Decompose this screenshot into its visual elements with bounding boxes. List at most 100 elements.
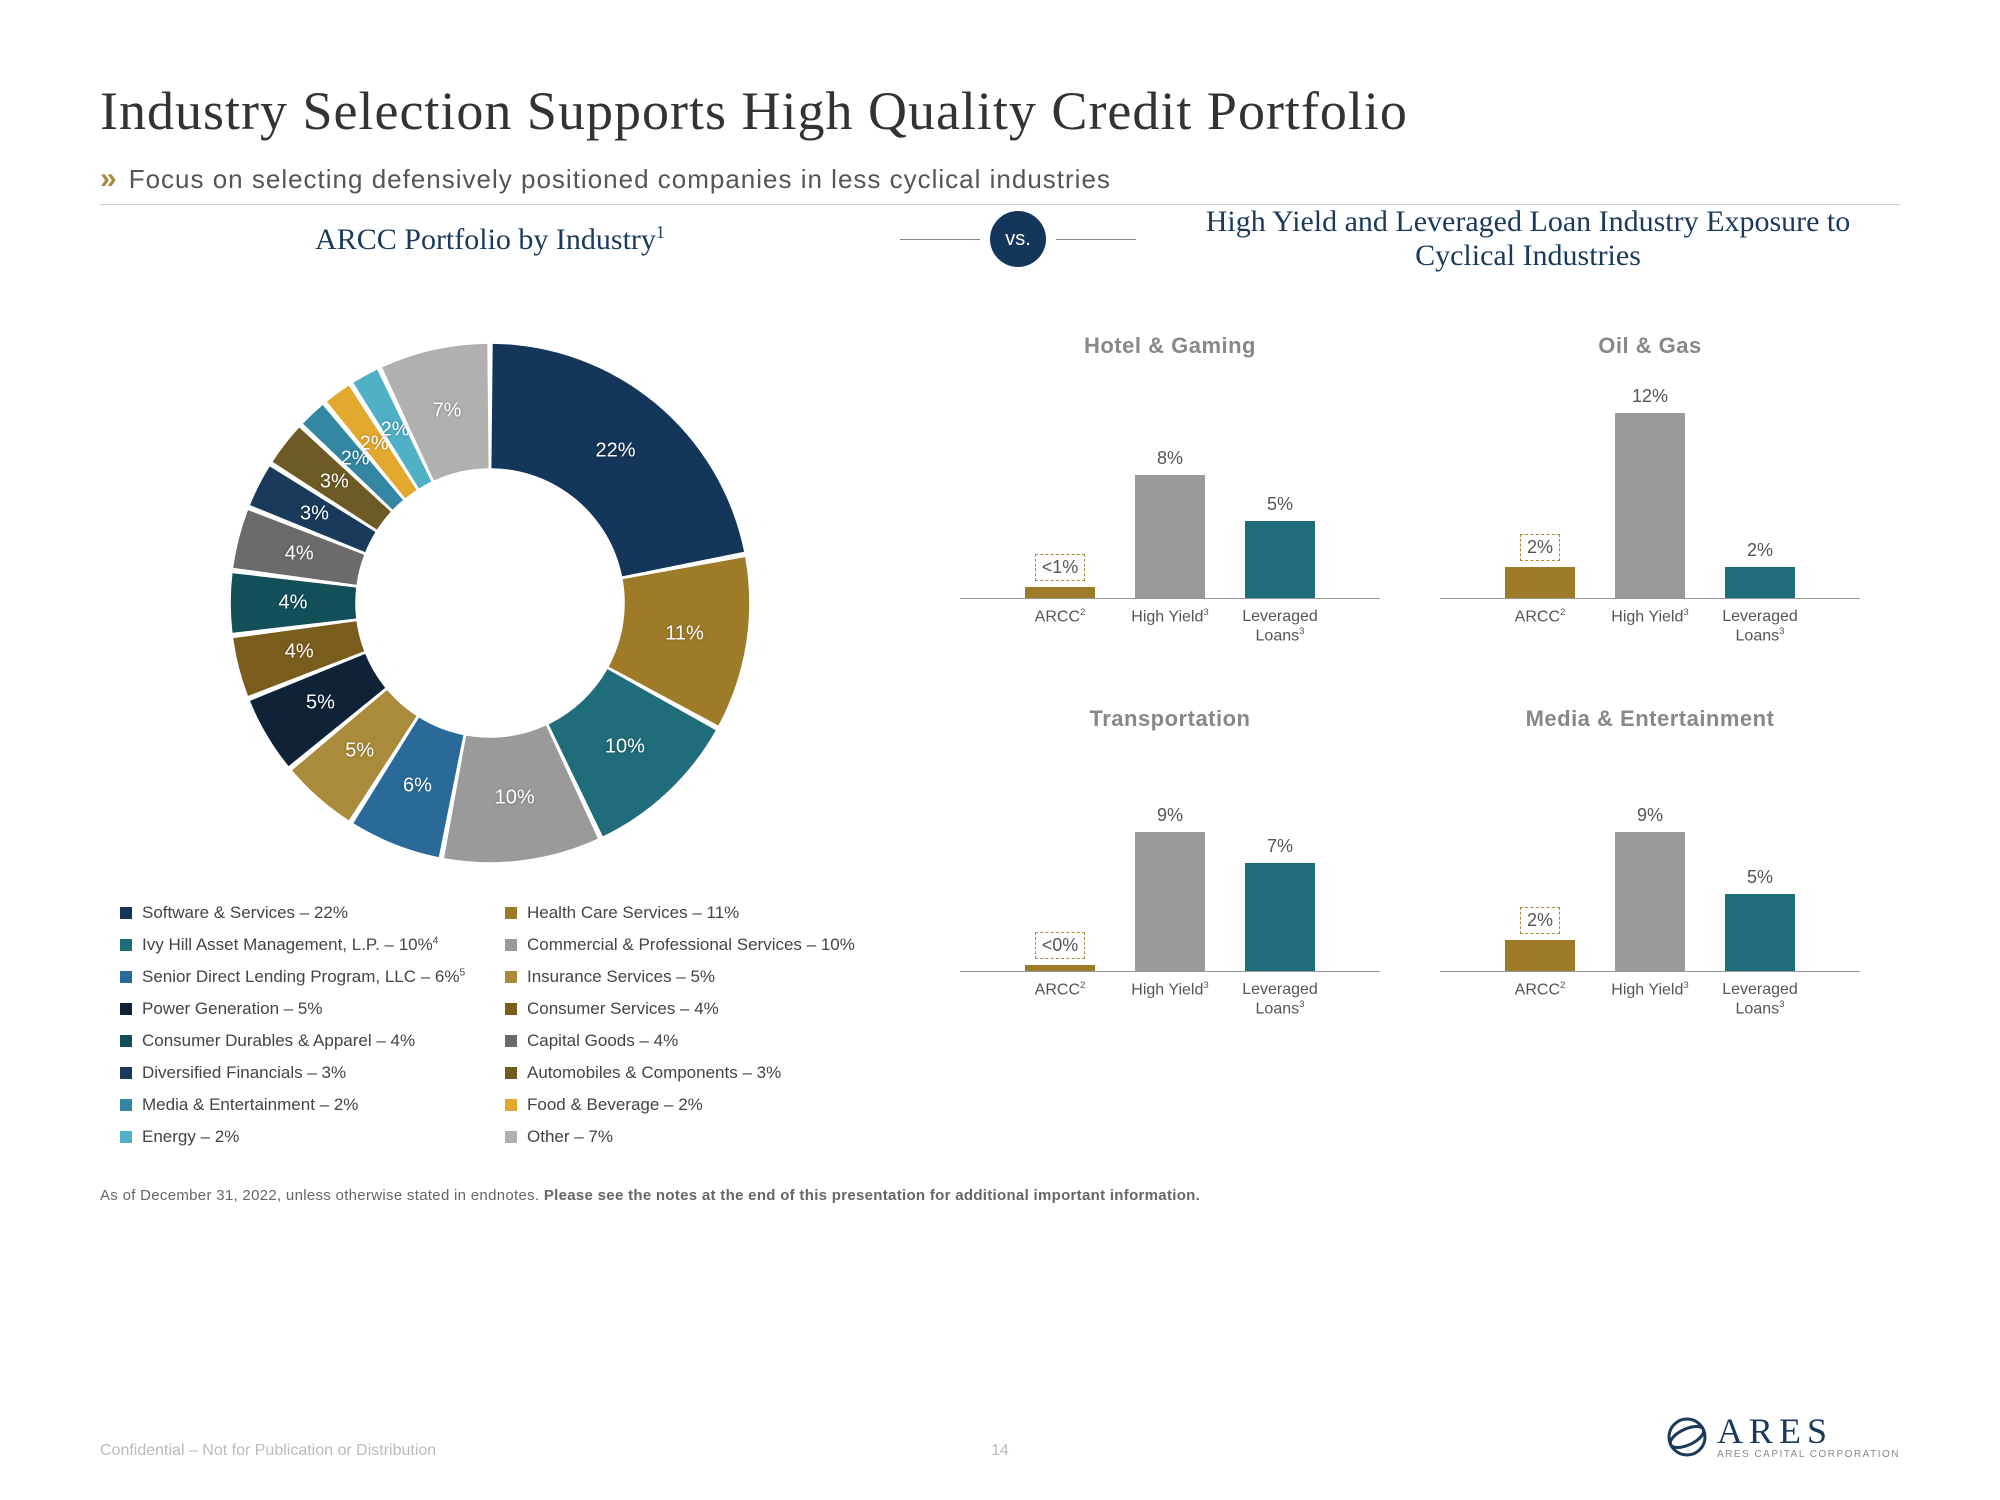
bar-column: 2% xyxy=(1715,540,1805,598)
bar-value-label: 5% xyxy=(1747,867,1773,888)
legend-swatch xyxy=(120,1035,132,1047)
footer: Confidential – Not for Publication or Di… xyxy=(100,1413,1900,1460)
legend-swatch xyxy=(505,1035,517,1047)
donut-slice-label: 10% xyxy=(605,735,645,758)
legend-item: Health Care Services – 11% xyxy=(505,903,860,923)
legend-label: Food & Beverage – 2% xyxy=(527,1095,703,1115)
donut-slice-label: 5% xyxy=(345,739,374,762)
bar-column: 5% xyxy=(1715,867,1805,971)
donut-slice-label: 4% xyxy=(285,543,314,566)
vs-divider: vs. xyxy=(900,211,1136,267)
bar-column: 5% xyxy=(1235,494,1325,598)
bar-rect xyxy=(1505,567,1575,598)
logo-subtext: ARES CAPITAL CORPORATION xyxy=(1717,1449,1900,1460)
bar-column: 2% xyxy=(1495,534,1585,598)
legend-label: Capital Goods – 4% xyxy=(527,1031,678,1051)
bar-rect xyxy=(1025,587,1095,598)
legend-item: Power Generation – 5% xyxy=(120,999,475,1019)
legend-label: Other – 7% xyxy=(527,1127,613,1147)
legend-swatch xyxy=(120,939,132,951)
bar-categories: ARCC2High Yield3Leveraged Loans3 xyxy=(960,972,1380,1019)
bar-column: <0% xyxy=(1015,932,1105,971)
bar-categories: ARCC2High Yield3Leveraged Loans3 xyxy=(960,599,1380,646)
bar-value-label: 9% xyxy=(1637,805,1663,826)
legend-item: Senior Direct Lending Program, LLC – 6%5 xyxy=(120,967,475,987)
legend-swatch xyxy=(120,907,132,919)
bar-value-label: 12% xyxy=(1632,386,1668,407)
bar-column: 2% xyxy=(1495,907,1585,971)
logo-icon xyxy=(1665,1415,1709,1459)
confidential-text: Confidential – Not for Publication or Di… xyxy=(100,1442,436,1460)
bar-area: <1%8%5% xyxy=(960,379,1380,599)
bar-value-label: <0% xyxy=(1035,932,1086,959)
bar-rect xyxy=(1725,567,1795,598)
donut-slice-label: 10% xyxy=(495,787,535,810)
legend-label: Health Care Services – 11% xyxy=(527,903,739,923)
bar-column: 9% xyxy=(1605,805,1695,970)
left-section-title: ARCC Portfolio by Industry1 xyxy=(100,222,880,257)
donut-slice-label: 6% xyxy=(403,775,432,798)
bar-chart: Transportation <0% 9% 7% ARCC2High Yield3Lev… xyxy=(960,706,1380,1019)
bar-value-label: 8% xyxy=(1157,448,1183,469)
bar-value-label: 2% xyxy=(1520,534,1560,561)
legend-swatch xyxy=(120,1131,132,1143)
donut-slice-label: 22% xyxy=(596,440,636,463)
legend-label: Media & Entertainment – 2% xyxy=(142,1095,358,1115)
bar-value-label: 7% xyxy=(1267,836,1293,857)
bar-rect xyxy=(1615,413,1685,598)
bar-rect xyxy=(1135,475,1205,598)
legend-swatch xyxy=(120,1067,132,1079)
legend-item: Automobiles & Components – 3% xyxy=(505,1063,860,1083)
bar-categories: ARCC2High Yield3Leveraged Loans3 xyxy=(1440,972,1860,1019)
legend-label: Power Generation – 5% xyxy=(142,999,323,1019)
bar-chart: Hotel & Gaming<1%8%5%ARCC2High Yield3Lev… xyxy=(960,333,1380,646)
chevron-icon: » xyxy=(100,162,109,196)
legend-label: Commercial & Professional Services – 10% xyxy=(527,935,855,955)
legend-item: Insurance Services – 5% xyxy=(505,967,860,987)
legend-item: Food & Beverage – 2% xyxy=(505,1095,860,1115)
subtitle-row: » Focus on selecting defensively positio… xyxy=(100,162,1900,205)
footnote: As of December 31, 2022, unless otherwis… xyxy=(100,1187,1900,1204)
bar-chart-title: Transportation xyxy=(960,706,1380,732)
bar-value-label: 5% xyxy=(1267,494,1293,515)
donut-slice-label: 4% xyxy=(285,640,314,663)
donut-slice-label: 5% xyxy=(306,692,335,715)
bar-value-label: 9% xyxy=(1157,805,1183,826)
legend-swatch xyxy=(505,1131,517,1143)
bar-value-label: 2% xyxy=(1520,907,1560,934)
legend-item: Consumer Durables & Apparel – 4% xyxy=(120,1031,475,1051)
legend-swatch xyxy=(120,971,132,983)
bar-rect xyxy=(1245,863,1315,971)
legend-swatch xyxy=(505,1003,517,1015)
donut-slice-label: 11% xyxy=(665,622,704,645)
bar-value-label: 2% xyxy=(1747,540,1773,561)
legend-label: Ivy Hill Asset Management, L.P. – 10%4 xyxy=(142,935,438,955)
bar-rect xyxy=(1725,894,1795,971)
subtitle: Focus on selecting defensively positione… xyxy=(129,164,1111,195)
right-section-title: High Yield and Leveraged Loan Industry E… xyxy=(1156,205,1900,273)
legend-item: Software & Services – 22% xyxy=(120,903,475,923)
bar-chart-title: Oil & Gas xyxy=(1440,333,1860,359)
bar-rect xyxy=(1245,521,1315,598)
section-titles: ARCC Portfolio by Industry1 vs. High Yie… xyxy=(100,205,1900,273)
legend-swatch xyxy=(120,1003,132,1015)
bar-chart: Media & Entertainment2%9%5%ARCC2High Yie… xyxy=(1440,706,1860,1019)
legend-item: Ivy Hill Asset Management, L.P. – 10%4 xyxy=(120,935,475,955)
bar-chart-title: Hotel & Gaming xyxy=(960,333,1380,359)
legend: Software & Services – 22% Health Care Ser… xyxy=(100,903,880,1147)
bar-rect xyxy=(1505,940,1575,971)
page-number: 14 xyxy=(991,1442,1009,1460)
bar-area: 2% 9% 5% xyxy=(1440,752,1860,972)
bar-category-label: High Yield3 xyxy=(1605,607,1695,646)
bar-chart: Oil & Gas2%12%2%ARCC2High Yield3Leverage… xyxy=(1440,333,1860,646)
bar-category-label: ARCC2 xyxy=(1495,607,1585,646)
legend-item: Other – 7% xyxy=(505,1127,860,1147)
legend-label: Consumer Services – 4% xyxy=(527,999,719,1019)
legend-label: Insurance Services – 5% xyxy=(527,967,715,987)
bar-rect xyxy=(1615,832,1685,970)
bar-category-label: ARCC2 xyxy=(1495,980,1585,1019)
bar-category-label: ARCC2 xyxy=(1015,607,1105,646)
donut-slice-label: 7% xyxy=(433,399,462,422)
legend-item: Media & Entertainment – 2% xyxy=(120,1095,475,1115)
bar-rect xyxy=(1135,832,1205,970)
